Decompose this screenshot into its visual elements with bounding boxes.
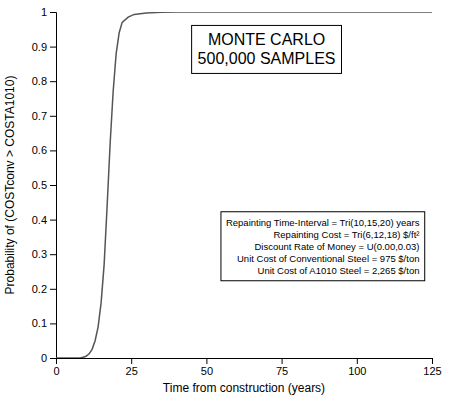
- annotation-line: Repainting Cost = Tri(6,12,18) $/ft²: [273, 229, 419, 240]
- sample-box-text: MONTE CARLO 500,000 SAMPLES: [198, 31, 336, 67]
- tick-mark: [50, 289, 56, 290]
- tick-mark: [432, 358, 433, 364]
- tick-mark: [50, 12, 56, 13]
- y-axis: 0 0.1 0.2 0.3 0.4 0.5 0.6 0.7 0.8 0.9 1: [32, 6, 57, 364]
- tick-mark: [131, 358, 132, 364]
- annotation-line: Repainting Time-Interval = Tri(10,15,20)…: [226, 217, 420, 228]
- tick-label: 0.2: [32, 283, 47, 295]
- tick-label: 50: [201, 365, 213, 377]
- tick: 50: [201, 358, 213, 377]
- tick: 0.2: [32, 283, 56, 295]
- axis-line: [57, 359, 433, 365]
- tick: 0: [41, 352, 56, 364]
- annotation-line: Unit Cost of Conventional Steel = 975 $/…: [237, 253, 419, 264]
- annotation-line: 500,000 SAMPLES: [198, 50, 336, 67]
- tick: 0.3: [32, 248, 56, 260]
- annotation-line: Discount Rate of Money = U(0.00,0.03): [254, 241, 419, 252]
- tick: 125: [423, 358, 441, 377]
- tick-label: 0.6: [32, 144, 47, 156]
- y-axis-title: Probability of (COSTconv > COSTA1010): [3, 76, 17, 295]
- tick: 25: [126, 358, 138, 377]
- plot-area: 0 25 50 75 100 125 0 0.1 0.2 0.3 0.4 0.5 0.6 0.7 0.8 0.…: [32, 6, 442, 377]
- tick-label: 0: [41, 352, 47, 364]
- curve: [56, 12, 432, 358]
- tick: 0.7: [32, 110, 56, 122]
- tick-mark: [50, 81, 56, 82]
- chart: 0 25 50 75 100 125 0 0.1 0.2 0.3 0.4 0.5 0.6 0.7 0.8 0.…: [0, 0, 450, 400]
- tick-mark: [282, 358, 283, 364]
- tick-mark: [206, 358, 207, 364]
- tick-label: 0: [53, 365, 59, 377]
- tick-label: 25: [126, 365, 138, 377]
- annotations: MONTE CARLO 500,000 SAMPLES Repainting Tim…: [192, 25, 425, 280]
- x-axis: 0 25 50 75 100 125: [53, 358, 441, 377]
- tick-label: 125: [423, 365, 441, 377]
- tick-label: 0.1: [32, 317, 47, 329]
- tick: 0.5: [32, 179, 56, 191]
- tick-mark: [50, 220, 56, 221]
- tick-mark: [50, 185, 56, 186]
- tick: 75: [276, 358, 288, 377]
- tick-mark: [50, 47, 56, 48]
- tick-label: 100: [348, 365, 366, 377]
- tick: 0.1: [32, 317, 56, 329]
- tick-mark: [50, 254, 56, 255]
- tick-label: 0.8: [32, 75, 47, 87]
- tick-mark: [50, 323, 56, 324]
- tick: 0.8: [32, 75, 56, 87]
- x-axis-title: Time from construction (years): [163, 381, 325, 395]
- tick-mark: [50, 116, 56, 117]
- parameter-box: Repainting Time-Interval = Tri(10,15,20)…: [221, 212, 425, 281]
- tick-label: 0.9: [32, 41, 47, 53]
- annotation-line: Unit Cost of A1010 Steel = 2,265 $/ton: [258, 265, 420, 276]
- tick-label: 0.4: [32, 214, 47, 226]
- parameter-box-frame: [221, 212, 425, 281]
- tick-label: 0.3: [32, 248, 47, 260]
- axis-line: [50, 13, 57, 359]
- tick-label: 0.7: [32, 110, 47, 122]
- tick: 0: [53, 358, 59, 377]
- tick: 0.9: [32, 41, 56, 53]
- tick-mark: [50, 358, 56, 359]
- parameter-box-text: Repainting Time-Interval = Tri(10,15,20)…: [226, 217, 420, 276]
- tick: 0.4: [32, 214, 56, 226]
- tick-label: 75: [276, 365, 288, 377]
- sample-box: MONTE CARLO 500,000 SAMPLES: [192, 25, 342, 73]
- marks: [56, 12, 432, 358]
- annotation-line: MONTE CARLO: [208, 31, 325, 48]
- tick: 100: [348, 358, 366, 377]
- tick-label: 1: [41, 6, 47, 18]
- sample-box-frame: [192, 25, 342, 73]
- tick-mark: [357, 358, 358, 364]
- tick: 0.6: [32, 144, 56, 156]
- tick-mark: [50, 150, 56, 151]
- tick: 1: [41, 6, 56, 18]
- tick-label: 0.5: [32, 179, 47, 191]
